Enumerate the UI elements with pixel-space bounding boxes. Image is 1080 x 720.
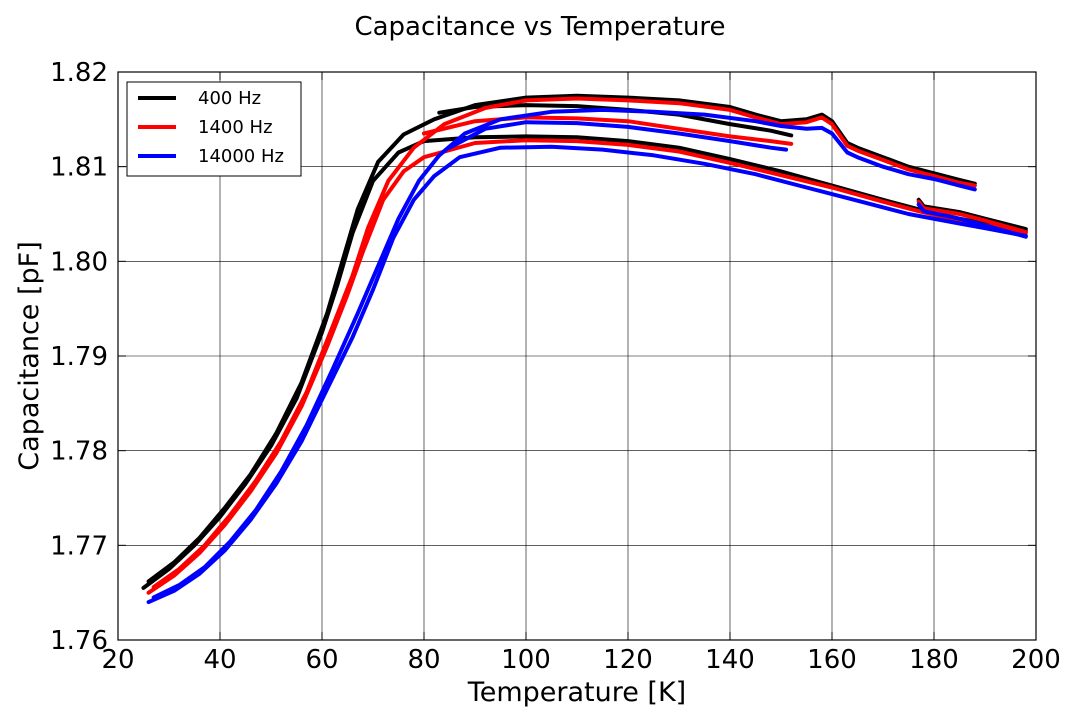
x-axis-label: Temperature [K] xyxy=(467,677,686,708)
series-line xyxy=(916,202,1028,239)
y-axis-label: Capacitance [pF] xyxy=(14,241,45,470)
x-tick-label: 20 xyxy=(101,645,134,675)
x-tick-label: 60 xyxy=(305,645,338,675)
y-tick-label: 1.81 xyxy=(50,153,108,183)
x-tick-label: 120 xyxy=(603,645,653,675)
y-tick-label: 1.76 xyxy=(50,626,108,656)
y-tick-label: 1.80 xyxy=(50,247,108,277)
series-line xyxy=(146,93,977,584)
y-tick-label: 1.77 xyxy=(50,531,108,561)
plot-lines xyxy=(141,93,1028,605)
x-tick-label: 140 xyxy=(705,645,755,675)
x-tick-label: 160 xyxy=(807,645,857,675)
legend-label: 400 Hz xyxy=(198,88,261,109)
legend: 400 Hz 1400 Hz 14000 Hz xyxy=(126,81,302,177)
x-tick-label: 80 xyxy=(407,645,440,675)
y-tick-label: 1.78 xyxy=(50,437,108,467)
series-line xyxy=(422,115,794,146)
legend-label: 14000 Hz xyxy=(198,146,284,167)
y-tick-label: 1.79 xyxy=(50,342,108,372)
series-line xyxy=(151,96,977,589)
series-14000-hz xyxy=(146,107,1028,605)
series-line xyxy=(151,107,977,600)
x-tick-label: 40 xyxy=(203,645,236,675)
chart-title: Capacitance vs Temperature xyxy=(354,12,725,42)
axis-ticks: 20 40 60 80 100 120 140 160 180 200 1.76 1.77 1.78 1.… xyxy=(50,58,1061,675)
y-tick-label: 1.82 xyxy=(50,58,108,88)
legend-label: 1400 Hz xyxy=(198,117,273,138)
series-1400-hz xyxy=(146,96,1028,595)
x-tick-label: 100 xyxy=(501,645,551,675)
x-tick-label: 180 xyxy=(909,645,959,675)
x-tick-label: 200 xyxy=(1011,645,1061,675)
series-line xyxy=(447,120,789,152)
